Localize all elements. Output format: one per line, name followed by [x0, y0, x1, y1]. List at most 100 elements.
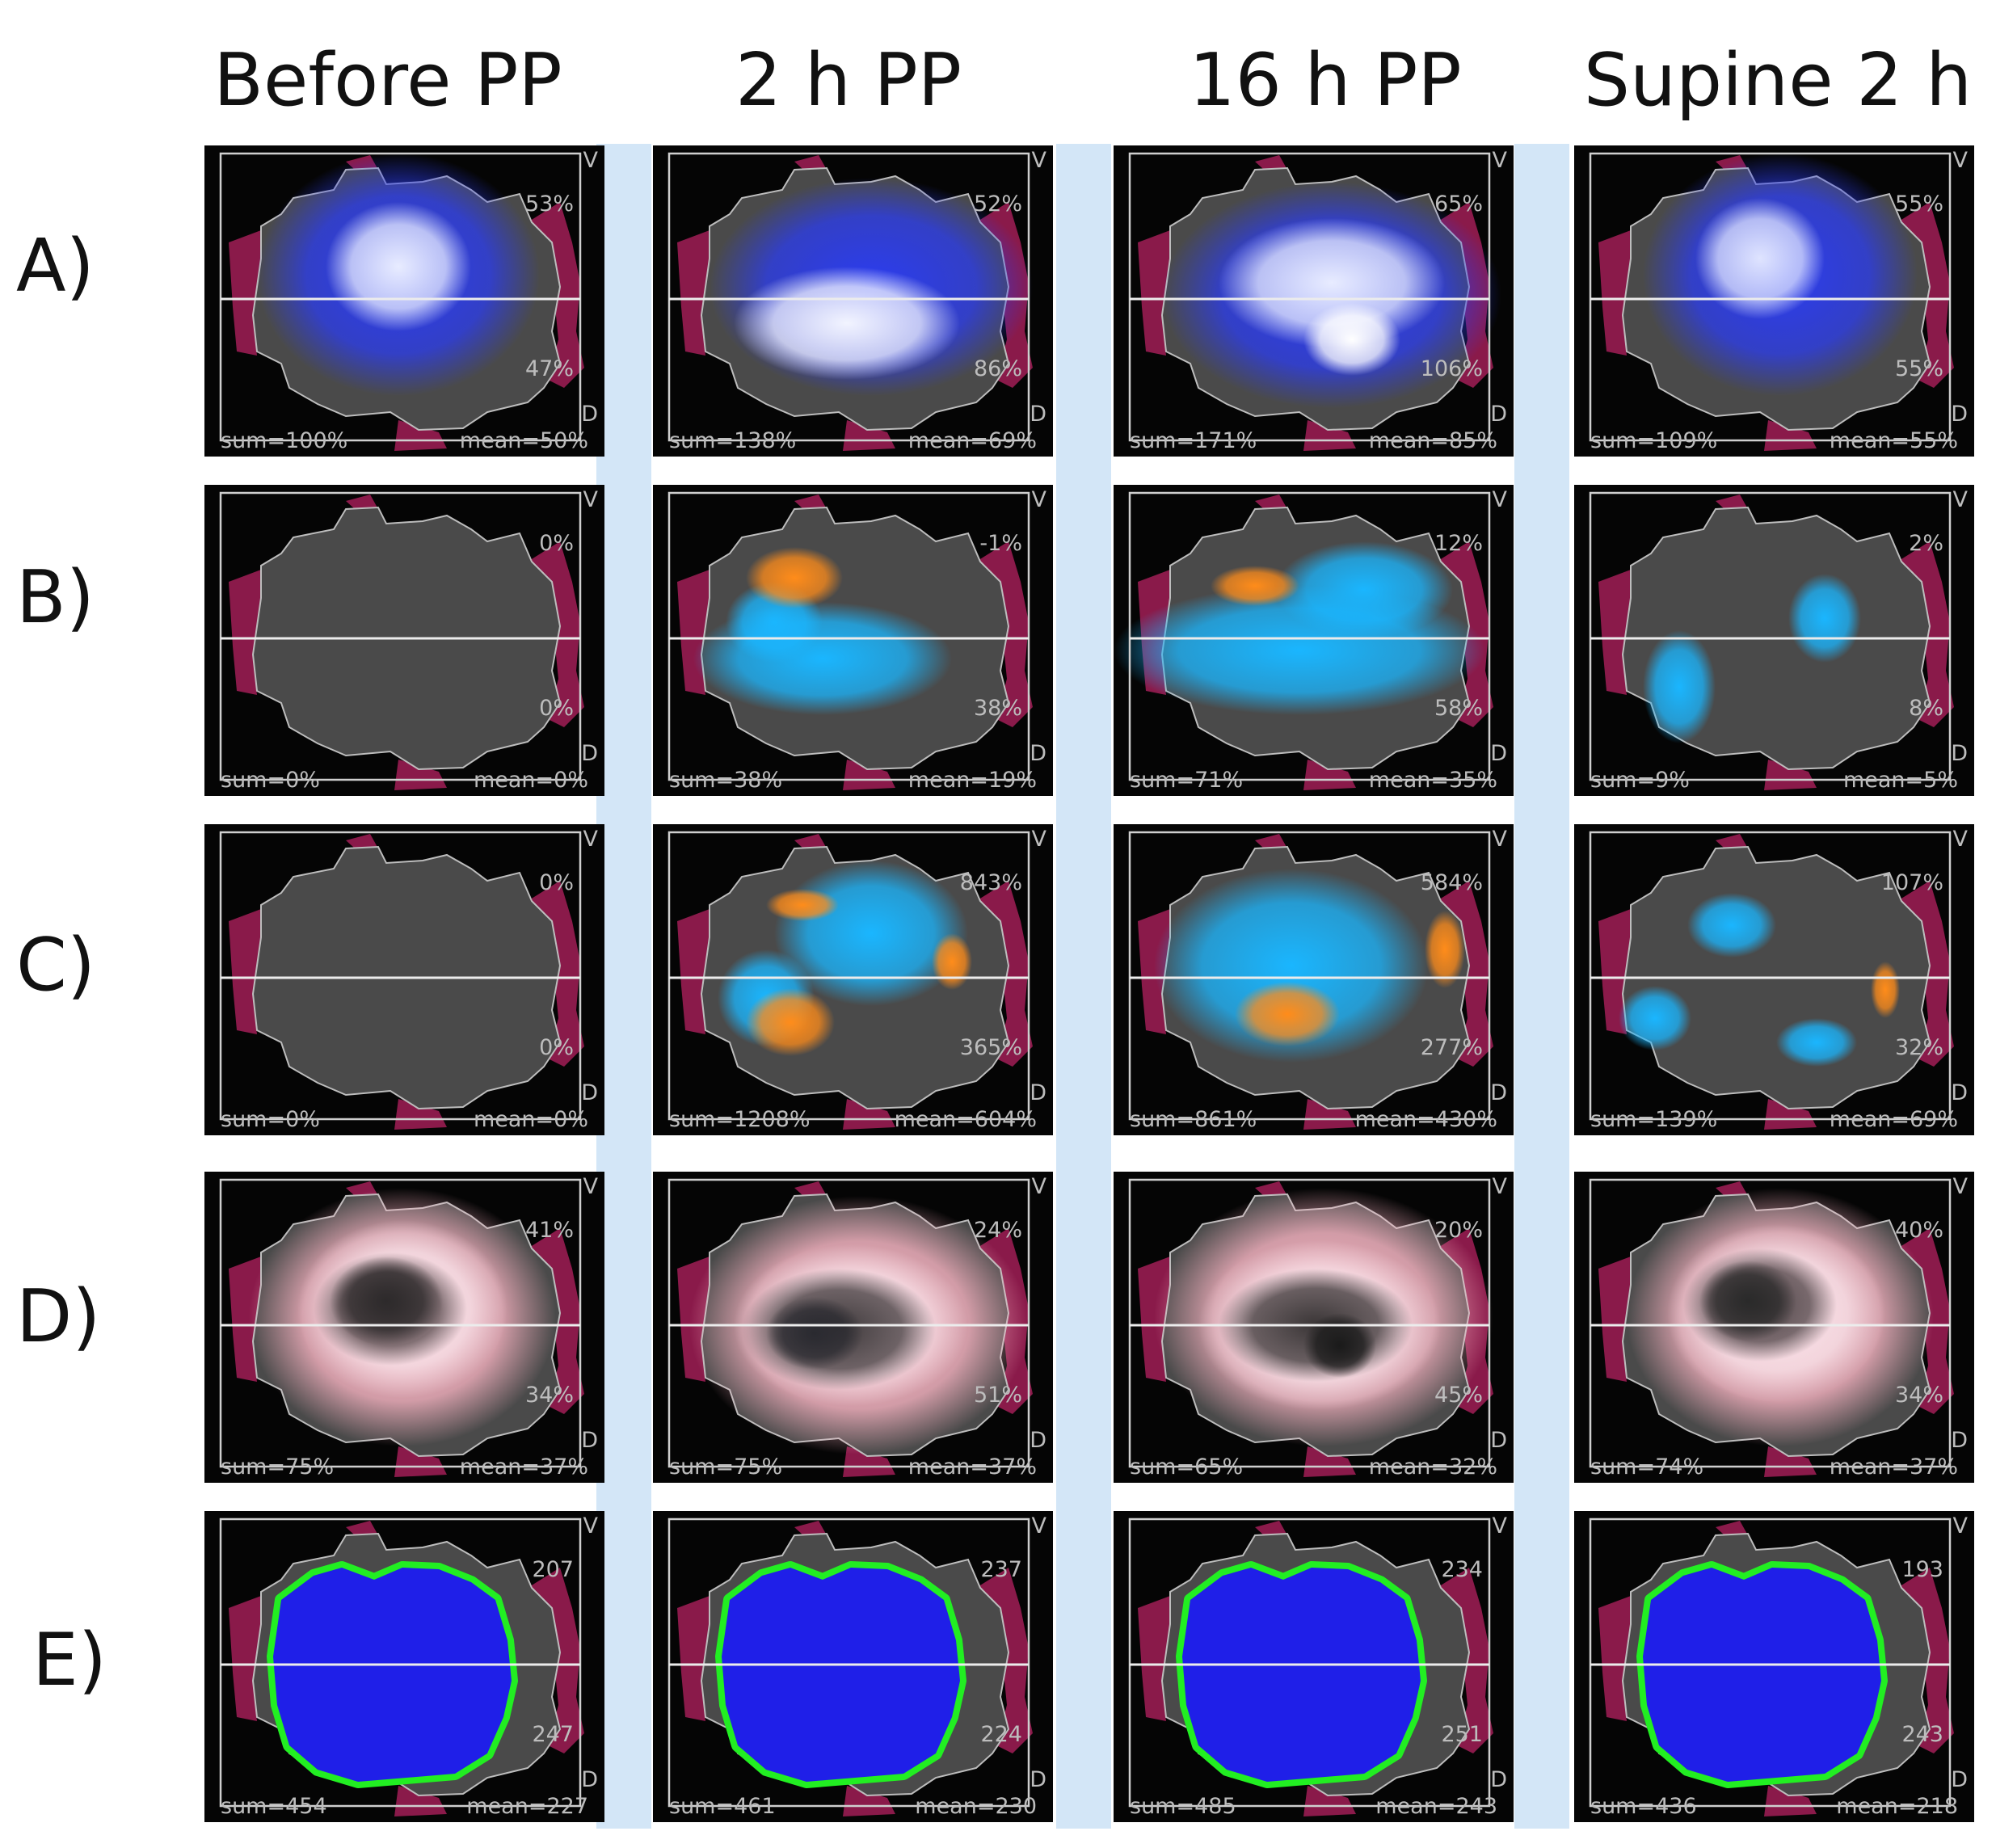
maroon-region — [677, 570, 714, 695]
lower-region-value: 45% — [1434, 1383, 1483, 1408]
mean-value: mean=0% — [473, 768, 588, 793]
mean-value: mean=37% — [459, 1454, 588, 1480]
color-blob — [746, 988, 835, 1056]
sum-value: sum=71% — [1130, 768, 1244, 793]
color-blob — [766, 889, 839, 921]
ventral-marker: V — [1952, 148, 1968, 173]
maroon-region — [229, 909, 265, 1034]
lower-region-value: 34% — [524, 1383, 574, 1408]
sum-value: sum=861% — [1130, 1107, 1257, 1132]
ventilated-region — [722, 1568, 960, 1782]
ventral-marker: V — [1031, 148, 1046, 173]
sum-value: sum=0% — [221, 1107, 320, 1132]
mean-value: mean=50% — [459, 428, 588, 453]
mean-value: mean=85% — [1368, 428, 1497, 453]
color-blob — [1211, 566, 1299, 606]
mean-value: mean=69% — [1829, 1107, 1958, 1132]
color-blob — [1687, 893, 1776, 958]
dorsal-marker: D — [1490, 1428, 1507, 1453]
column-gutter-1 — [596, 144, 651, 1829]
color-blob — [1235, 982, 1340, 1046]
dorsal-marker: D — [1951, 741, 1968, 766]
upper-region-value: 65% — [1434, 192, 1483, 217]
lower-region-value: 0% — [539, 696, 574, 721]
upper-region-value: 207 — [532, 1557, 574, 1582]
maroon-region — [394, 1446, 447, 1477]
eit-image — [1128, 1518, 1493, 1816]
lower-region-value: 38% — [973, 696, 1022, 721]
sum-value: sum=75% — [221, 1454, 335, 1480]
ventral-marker: V — [1492, 827, 1507, 852]
lower-region-value: 55% — [1894, 356, 1943, 381]
maroon-region — [1764, 420, 1817, 451]
mean-value: mean=230 — [915, 1794, 1037, 1819]
upper-region-value: 24% — [973, 1218, 1022, 1243]
ventral-marker: V — [1492, 1174, 1507, 1199]
roi-frame — [1589, 1178, 1952, 1468]
lower-region-value: 32% — [1894, 1035, 1943, 1060]
color-blob — [1303, 1313, 1376, 1378]
mean-value: mean=604% — [894, 1107, 1037, 1132]
maroon-region — [1764, 1446, 1817, 1477]
color-blob — [1871, 962, 1900, 1018]
upper-region-value: 234 — [1441, 1557, 1483, 1582]
lower-region-value: 47% — [524, 356, 574, 381]
color-blob — [1219, 218, 1445, 347]
roi-frame — [667, 831, 1030, 1121]
row-label-e: E) — [32, 1618, 107, 1703]
sum-value: sum=74% — [1590, 1454, 1704, 1480]
ventral-marker: V — [1492, 148, 1507, 173]
eit-image — [1589, 1178, 1954, 1477]
sum-value: sum=139% — [1590, 1107, 1718, 1132]
color-blob — [1643, 630, 1716, 743]
ventral-marker: V — [1031, 827, 1046, 852]
maroon-region — [394, 1786, 447, 1816]
ventral-marker: V — [583, 148, 598, 173]
roi-frame — [1128, 1178, 1491, 1468]
dorsal-marker: D — [1951, 1767, 1968, 1792]
ventral-marker: V — [1492, 487, 1507, 512]
mean-value: mean=69% — [907, 428, 1037, 453]
upper-region-value: 12% — [1434, 531, 1483, 556]
dorsal-marker: D — [581, 1767, 598, 1792]
roi-frame — [667, 1178, 1030, 1468]
maroon-region — [394, 420, 447, 451]
color-blob — [932, 933, 972, 990]
color-blob — [1303, 303, 1400, 376]
sum-value: sum=171% — [1130, 428, 1257, 453]
eit-image — [667, 1178, 1033, 1477]
upper-region-value: 41% — [524, 1218, 574, 1243]
dorsal-marker: D — [1490, 402, 1507, 427]
eit-image — [667, 152, 1033, 451]
sum-value: sum=100% — [221, 428, 348, 453]
ventilated-region — [1643, 1568, 1881, 1782]
maroon-region — [843, 760, 895, 790]
sum-value: sum=65% — [1130, 1454, 1244, 1480]
upper-region-value: 237 — [980, 1557, 1022, 1582]
sum-value: sum=454 — [221, 1794, 327, 1819]
roi-frame — [219, 831, 582, 1121]
color-blob — [330, 1257, 443, 1345]
upper-region-value: 584% — [1420, 870, 1483, 895]
mean-value: mean=35% — [1368, 768, 1497, 793]
upper-region-value: 53% — [524, 192, 574, 217]
eit-image — [219, 152, 584, 451]
roi-frame — [1128, 491, 1491, 781]
eit-image — [219, 831, 584, 1130]
eit-image — [667, 831, 1033, 1130]
roi-frame — [667, 491, 1030, 781]
roi-frame — [667, 1518, 1030, 1808]
dorsal-marker: D — [1490, 1080, 1507, 1105]
maroon-region — [843, 1099, 895, 1130]
sum-value: sum=1208% — [669, 1107, 811, 1132]
roi-frame — [219, 152, 582, 442]
mean-value: mean=0% — [473, 1107, 588, 1132]
roi-frame — [1128, 1518, 1491, 1808]
